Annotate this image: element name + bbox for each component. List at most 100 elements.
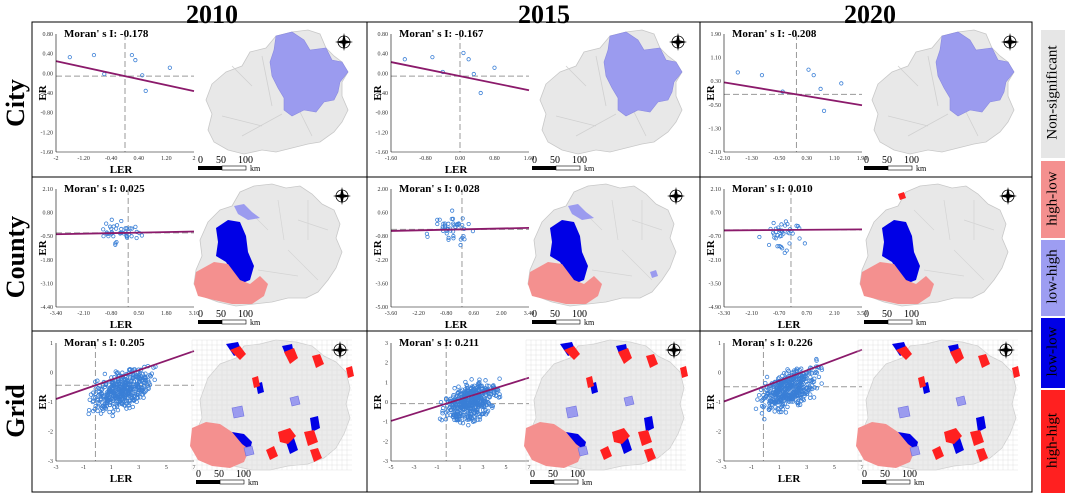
data-point [447, 405, 452, 411]
data-point [472, 397, 477, 403]
x-tick-label: -0.80 [105, 311, 118, 317]
y-tick-label: -0.50 [41, 234, 54, 240]
low-high-region [289, 395, 301, 407]
y-tick-label: 2.00 [378, 187, 389, 193]
x-tick-label: 5 [165, 465, 168, 471]
x-axis-label: LER [445, 164, 469, 176]
data-point [491, 383, 496, 388]
x-tick-label: -1.30 [745, 156, 758, 162]
data-point [114, 402, 120, 407]
y-axis-label: ER [372, 393, 384, 409]
data-point [460, 420, 466, 426]
x-tick-label: -1 [81, 465, 86, 471]
data-point [122, 389, 127, 394]
scale-tick: 0 [198, 309, 203, 320]
scatter-county-2010: -3.40 -2.10 -0.80 0.50 1.80 3.10 2.10 0.80 -0.50… [37, 183, 199, 331]
moran-index-label: Moran' s I: 0.211 [399, 337, 479, 349]
data-point [122, 398, 127, 403]
data-point [96, 392, 101, 398]
compass-needle [669, 40, 687, 44]
data-point [129, 226, 134, 231]
data-point [138, 382, 144, 388]
y-tick-label: -2.20 [376, 258, 389, 264]
data-point [134, 379, 140, 384]
data-point [135, 384, 140, 390]
regression-line [55, 230, 195, 236]
data-point [821, 108, 827, 113]
data-point [450, 216, 456, 221]
high-high-region [564, 346, 580, 360]
data-point [122, 403, 128, 408]
scale-tick: 100 [572, 155, 587, 166]
y-tick-label: -0.80 [376, 111, 389, 117]
high-high-region [586, 376, 594, 388]
data-point [443, 397, 449, 402]
compass-needle [331, 348, 349, 352]
compass-needle [667, 194, 685, 198]
data-point [466, 221, 471, 227]
high-low-region [190, 422, 250, 468]
scale-tick: 100 [570, 469, 585, 480]
panel-frame [699, 330, 1033, 493]
data-point [115, 407, 121, 413]
legend-label-high-higt: high-higt [1044, 413, 1061, 468]
scale-tick: 0 [862, 469, 867, 480]
regression-line [723, 81, 863, 107]
scale-tick: 100 [238, 309, 253, 320]
data-point [122, 381, 128, 386]
data-point [756, 392, 762, 398]
map-boundaries [221, 55, 313, 137]
data-point [768, 400, 774, 405]
x-tick-label: 5 [833, 465, 836, 471]
high-high-region [278, 428, 296, 444]
y-tick-label: -1 [383, 420, 388, 426]
high-high-region [346, 366, 354, 378]
map-boundaries [581, 199, 663, 281]
data-point [451, 221, 456, 226]
data-point [783, 223, 788, 228]
scale-tick: 50 [550, 155, 560, 166]
data-point [139, 388, 144, 393]
data-point [818, 86, 823, 91]
compass-needle [1001, 40, 1019, 44]
high-high-region [266, 446, 278, 460]
data-point [140, 371, 145, 377]
scale-tick: 50 [880, 469, 890, 480]
y-axis-label: ER [705, 393, 717, 409]
x-tick-label: -2.10 [718, 156, 731, 162]
high-high-region [1012, 366, 1020, 378]
data-point [793, 392, 798, 398]
map-boundaries [887, 55, 979, 137]
data-point [802, 387, 807, 393]
data-point [107, 409, 112, 415]
x-tick-label: -3.60 [385, 311, 398, 317]
y-tick-label: -0.80 [41, 111, 54, 117]
data-point [456, 384, 461, 389]
y-tick-label: 0.00 [378, 71, 389, 77]
x-tick-label: -3 [722, 465, 727, 471]
y-tick-label: -1.80 [41, 258, 54, 264]
y-tick-label: -4.90 [709, 305, 722, 311]
x-tick-label: -0.50 [773, 156, 786, 162]
y-tick-label: 1.90 [711, 32, 722, 38]
high-high-region [618, 348, 632, 364]
y-tick-label: -3.50 [709, 281, 722, 287]
y-tick-label: -3.60 [376, 281, 389, 287]
data-point [129, 52, 134, 58]
data-point [143, 371, 148, 376]
y-tick-label: -0.40 [41, 91, 54, 97]
scale-tick: 50 [550, 309, 560, 320]
scale-tick: 50 [216, 155, 226, 166]
data-point [101, 234, 106, 239]
low-high-region [935, 31, 1015, 117]
legend-swatch-non-significant [1041, 30, 1065, 158]
scatter-county-2015: -3.60 -2.20 -0.80 0.60 2.00 3.40 2.00 0.60 -0.80… [372, 183, 534, 331]
data-point [457, 402, 462, 408]
data-point [816, 374, 822, 380]
scatter-city-2015: -1.60 -0.80 0.00 0.80 1.60 0.80 0.40 0.00 -0.40 -… [372, 28, 534, 176]
y-tick-label: 0 [385, 400, 388, 406]
x-tick-label: 2 [193, 156, 196, 162]
high-low-region [194, 262, 268, 304]
data-point [777, 409, 782, 415]
